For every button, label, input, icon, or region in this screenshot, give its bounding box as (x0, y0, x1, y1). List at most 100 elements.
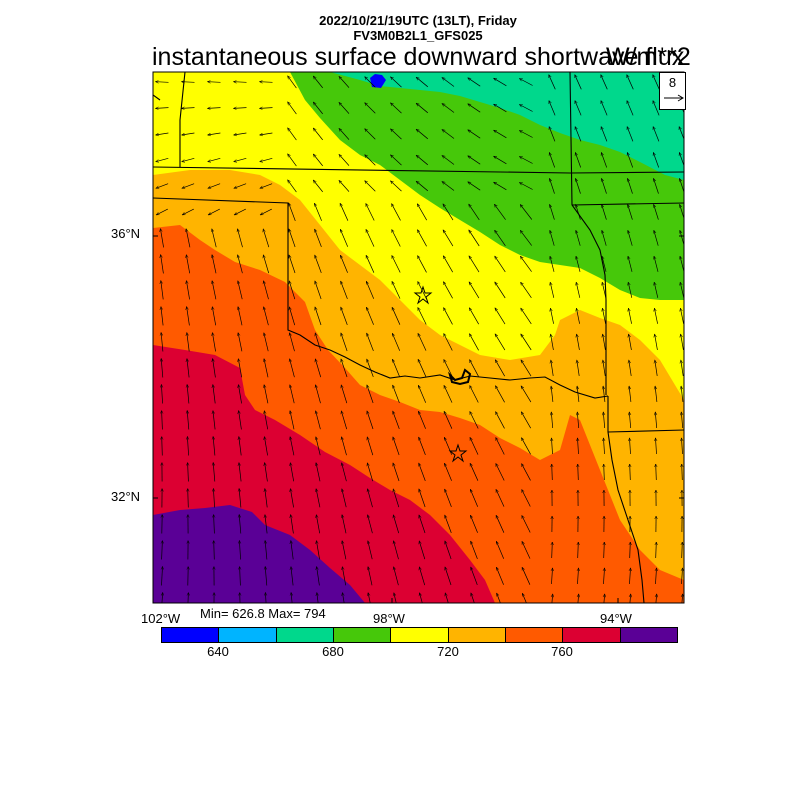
wind-vector (521, 490, 531, 507)
wind-vector (238, 385, 242, 404)
wind-vector (576, 282, 581, 298)
wind-vector (339, 102, 350, 114)
wind-vector (468, 130, 481, 139)
wind-vector (208, 157, 221, 161)
wind-vector (419, 463, 426, 482)
wind-vector (519, 130, 533, 138)
wind-vector (519, 78, 533, 86)
wind-vector (290, 437, 295, 456)
wind-vector (680, 230, 684, 246)
wind-vector (551, 386, 554, 402)
wind-vector (182, 132, 195, 135)
wind-vector (290, 411, 295, 430)
wind-vector (289, 229, 296, 248)
wind-vector (578, 464, 579, 481)
wind-vector (577, 386, 580, 402)
wind-vector (213, 489, 214, 508)
wind-vector (627, 153, 634, 168)
wind-vector (264, 437, 268, 456)
colorbar-tick-label: 760 (551, 644, 573, 659)
wind-vector (444, 463, 452, 481)
wind-vector (495, 412, 505, 429)
wind-vector (186, 281, 190, 300)
wind-vector (494, 104, 507, 113)
wind-vector (316, 463, 321, 482)
wind-vector (365, 129, 376, 140)
wind-vector (494, 204, 506, 220)
wind-vector (339, 128, 350, 140)
wind-vector (316, 385, 321, 404)
wind-vector (365, 229, 375, 247)
wind-vector (289, 281, 296, 300)
wind-vector (238, 281, 243, 300)
wind-vector (681, 386, 684, 402)
wind-vector (443, 360, 453, 377)
lon-label-98w: 98°W (373, 611, 405, 626)
wind-vector (161, 333, 164, 352)
wind-vector (341, 333, 348, 352)
band-teal-region (330, 72, 684, 180)
wind-vector (391, 230, 401, 247)
wind-vector (443, 282, 453, 299)
wind-vector (265, 515, 268, 534)
wind-vector (265, 593, 266, 603)
wind-vector (470, 515, 478, 533)
wind-vector (656, 464, 657, 481)
wind-vector (162, 541, 163, 560)
wind-vector (469, 437, 479, 455)
wind-vector (627, 127, 634, 142)
wind-vector (443, 204, 454, 221)
wind-vector (495, 464, 505, 481)
wind-vector (264, 411, 269, 430)
wind-vector (576, 230, 581, 246)
colorbar-tick-label: 720 (437, 644, 459, 659)
wind-vector (315, 359, 322, 378)
wind-vector (188, 489, 189, 508)
wind-vector (578, 542, 579, 559)
wind-vector (445, 541, 452, 560)
wind-vector (469, 204, 480, 221)
wind-vector (234, 157, 247, 161)
wind-vector (316, 515, 321, 534)
wind-vector (521, 593, 527, 603)
wind-vector (494, 182, 507, 191)
wind-vector (182, 183, 195, 189)
wind-vector (469, 463, 479, 481)
wind-vector (468, 156, 481, 165)
wind-vector (519, 182, 533, 190)
wind-vector (602, 308, 606, 324)
wind-vector (365, 281, 375, 299)
colorbar-segment (563, 628, 621, 642)
wind-vector (681, 334, 684, 350)
wind-vector (182, 157, 195, 161)
wind-vector (187, 385, 190, 404)
wind-vector (289, 307, 296, 326)
wind-vector (654, 282, 659, 298)
wind-vector (577, 334, 580, 350)
wind-vector (550, 204, 555, 220)
wind-vector (495, 308, 506, 325)
wind-vector (445, 515, 452, 534)
wind-vector (212, 333, 216, 352)
wind-vector (291, 515, 294, 534)
wind-vector (368, 541, 373, 560)
wind-vector (161, 593, 162, 603)
wind-vector (602, 230, 607, 246)
min-max-stats: Min= 626.8 Max= 794 (200, 606, 326, 621)
wind-vector (494, 78, 507, 87)
wind-vector (681, 360, 684, 376)
wind-vector (417, 333, 427, 351)
wind-vector (391, 77, 402, 88)
wind-vector (156, 132, 169, 135)
wind-vector (549, 127, 556, 142)
wind-vector (264, 307, 269, 326)
lat-label-36n: 36°N (111, 226, 141, 241)
wind-vector (550, 178, 555, 194)
wind-vector (628, 204, 633, 220)
wind-vector (577, 594, 578, 603)
wind-vector (494, 360, 506, 377)
wind-vector (629, 386, 632, 402)
wind-vector (264, 359, 269, 378)
wind-vector (340, 255, 348, 273)
wind-vector (550, 230, 555, 246)
